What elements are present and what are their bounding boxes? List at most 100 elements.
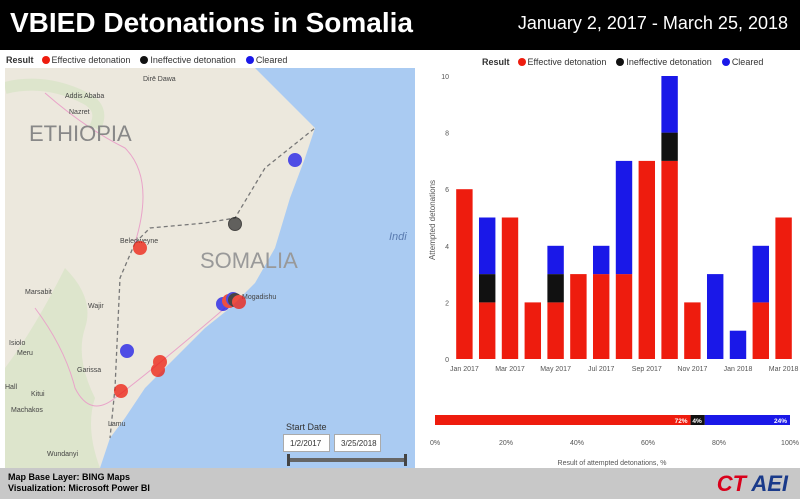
x-tick-label: 40%	[570, 440, 584, 447]
black-dot-icon	[140, 56, 149, 64]
monthly-bar-chart: Attempted detonations 0 2 4 6 8 10 Jan 2017 Ma…	[428, 74, 799, 373]
percent-label: 72%	[675, 418, 688, 425]
bar-legend-item-cleared[interactable]: Cleared	[721, 57, 763, 67]
bar-segment[interactable]	[661, 160, 678, 359]
y-tick-label: 8	[445, 131, 449, 138]
blue-dot-icon	[721, 58, 730, 66]
map-legend: Result Effective detonation Ineffective …	[6, 55, 293, 65]
map-legend-item-effective[interactable]: Effective detonation	[41, 55, 130, 65]
bar-segment[interactable]	[775, 217, 792, 360]
y-tick-label: 10	[441, 74, 449, 81]
slider-handle-start[interactable]	[287, 454, 290, 466]
credits: Map Base Layer: BING Maps Visualization:…	[8, 472, 150, 494]
logo-aei: AEI	[751, 471, 788, 496]
sea-label: Indi	[389, 231, 407, 243]
x-tick-label: 0%	[430, 440, 440, 447]
map-legend-item-ineffective[interactable]: Ineffective detonation	[140, 55, 236, 65]
percent-label: 4%	[692, 418, 702, 425]
x-tick-label: Sep 2017	[632, 366, 662, 373]
bar-legend-title: Result	[482, 57, 510, 67]
x-tick-label: Nov 2017	[677, 366, 707, 373]
percent-segment[interactable]	[435, 415, 691, 425]
start-date-input[interactable]: 1/2/2017	[283, 434, 330, 452]
bar-segment[interactable]	[706, 274, 724, 359]
bar-segment[interactable]	[661, 76, 678, 133]
bar-segment[interactable]	[592, 245, 610, 275]
blue-dot-icon	[245, 56, 254, 64]
city-label: Lamu	[108, 421, 126, 428]
city-label: Marsabit	[25, 289, 52, 296]
city-label: Nazret	[69, 109, 90, 116]
bar-segment[interactable]	[638, 160, 656, 359]
slider-handle-end[interactable]	[404, 454, 407, 466]
percent-segment[interactable]	[704, 415, 790, 425]
city-label: Meru	[17, 350, 33, 357]
city-label: Hall	[5, 384, 18, 391]
x-tick-label: Mar 2018	[769, 366, 799, 373]
x-tick-label: May 2017	[540, 366, 571, 373]
credit-line-map: Map Base Layer: BING Maps	[8, 472, 131, 482]
ct-aei-logo: CT AEI	[717, 471, 788, 497]
border-line	[134, 127, 316, 244]
city-label: Isiolo	[9, 340, 25, 347]
map-legend-item-cleared[interactable]: Cleared	[245, 55, 287, 65]
city-label: Wajir	[88, 303, 104, 310]
y-tick-label: 6	[445, 187, 449, 194]
x-tick-label: 20%	[499, 440, 513, 447]
map-marker-effective[interactable]	[151, 363, 165, 377]
bar-legend-item-ineffective[interactable]: Ineffective detonation	[616, 57, 712, 67]
date-range-slider[interactable]	[287, 454, 407, 466]
start-date-label: Start Date	[286, 422, 327, 432]
end-date-input[interactable]: 3/25/2018	[334, 434, 381, 452]
bar-segment[interactable]	[729, 330, 747, 359]
city-label: Machakos	[11, 407, 43, 414]
bar-segment[interactable]	[684, 302, 701, 359]
percent-label: 24%	[774, 418, 787, 425]
bar-segment[interactable]	[478, 302, 496, 359]
city-label: Dirē Dawa	[143, 76, 176, 83]
map-panel[interactable]: ETHIOPIA SOMALIA Indi Dirē Dawa Addis Ab…	[5, 68, 415, 468]
city-label: Wundanyi	[47, 451, 78, 458]
percent-bar-chart: 72% 4% 24% 0% 20% 40% 60% 80% 100% Result of at…	[430, 415, 799, 467]
bar-segment[interactable]	[547, 274, 564, 303]
x-tick-label: 100%	[781, 440, 799, 447]
country-label-somalia: SOMALIA	[200, 248, 298, 273]
map-marker-effective[interactable]	[114, 384, 128, 398]
x-tick-label: Jul 2017	[588, 366, 615, 373]
header-bar: VBIED Detonations in Somalia January 2, …	[0, 0, 800, 50]
bar-segment[interactable]	[615, 160, 633, 275]
bar-segment[interactable]	[501, 217, 519, 360]
x-tick-label: 60%	[641, 440, 655, 447]
city-label: Addis Ababa	[65, 93, 104, 100]
map-marker-effective[interactable]	[232, 295, 246, 309]
map-marker-cleared[interactable]	[288, 153, 302, 167]
bar-segment[interactable]	[752, 245, 770, 303]
logo-ct: CT	[716, 471, 747, 496]
red-dot-icon	[517, 58, 526, 66]
x-tick-label: Jan 2018	[724, 366, 753, 373]
bar-segment[interactable]	[592, 274, 610, 359]
y-tick-label: 0	[445, 357, 449, 364]
bar-segment[interactable]	[456, 189, 473, 359]
bar-segment[interactable]	[752, 302, 770, 359]
bar-segment[interactable]	[661, 132, 678, 161]
bar-segment[interactable]	[547, 302, 564, 359]
city-label: Garissa	[77, 367, 101, 374]
map-marker-ineffective[interactable]	[228, 217, 242, 231]
bar-legend-item-effective[interactable]: Effective detonation	[517, 57, 606, 67]
bar-segment[interactable]	[547, 245, 564, 275]
credit-line-viz: Visualization: Microsoft Power BI	[8, 483, 150, 493]
date-range: January 2, 2017 - March 25, 2018	[517, 13, 788, 33]
black-dot-icon	[616, 58, 625, 66]
map-marker-cleared[interactable]	[120, 344, 134, 358]
bar-segment[interactable]	[615, 274, 633, 359]
bar-segment[interactable]	[524, 302, 542, 359]
border-line-2	[109, 242, 136, 439]
map-marker-effective[interactable]	[133, 241, 147, 255]
bar-segment[interactable]	[570, 274, 587, 359]
map-legend-title: Result	[6, 55, 34, 65]
bar-segment[interactable]	[478, 274, 496, 303]
x-tick-label: Mar 2017	[495, 366, 525, 373]
bar-segment[interactable]	[478, 217, 496, 275]
percent-segment[interactable]	[690, 415, 705, 425]
